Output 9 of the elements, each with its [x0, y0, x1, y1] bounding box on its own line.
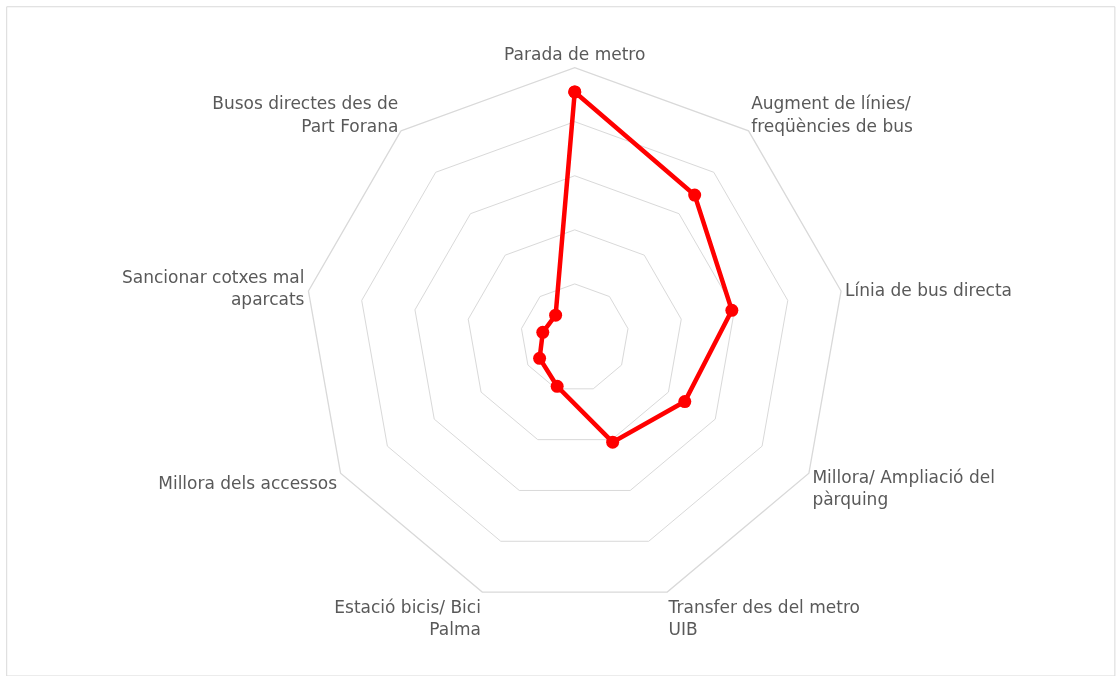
spoke-label: Línia de bus directa [845, 279, 1013, 300]
spoke-label: Estació bicis/ Bici Palma [334, 597, 481, 640]
spoke-label: Parada de metro [504, 44, 646, 65]
spoke-label: Transfer des del metro UIB [667, 597, 860, 640]
spoke-label: Millora/ Ampliació del pàrquing [812, 467, 995, 510]
spoke-label: Busos directes des de Part Forana [212, 93, 399, 136]
spoke-label: Sancionar cotxes mal aparcats [122, 266, 305, 309]
spoke-label: Millora dels accessos [158, 472, 338, 493]
spoke-label: Augment de línies/ freqüències de bus [751, 93, 914, 136]
